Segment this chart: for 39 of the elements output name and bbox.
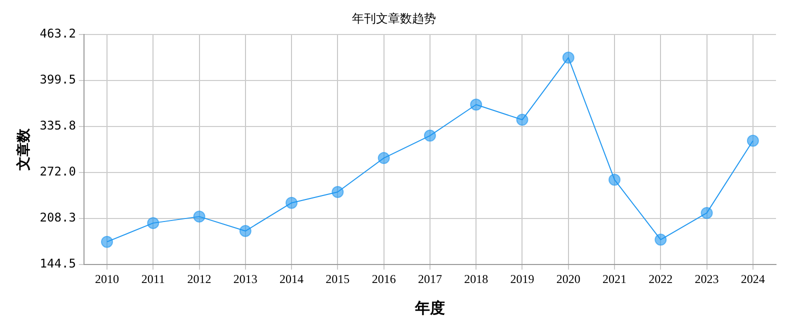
x-tick-label: 2017 — [418, 272, 442, 286]
point — [608, 174, 621, 186]
point — [193, 210, 206, 223]
chart-title: 年刊文章数趋势 — [352, 11, 436, 26]
point — [147, 217, 160, 230]
y-tick-label: 272.0 — [40, 164, 76, 179]
x-tick-label: 2012 — [187, 272, 212, 286]
x-tick-label: 2016 — [372, 272, 396, 286]
point — [700, 206, 713, 219]
x-tick-label: 2022 — [648, 272, 673, 286]
point — [562, 52, 574, 64]
x-tick-label: 2019 — [510, 272, 534, 286]
x-tick-label: 2014 — [280, 272, 304, 286]
x-tick-label: 2021 — [602, 272, 627, 286]
point — [746, 134, 759, 147]
x-tick-label: 2024 — [740, 272, 765, 286]
point — [516, 114, 528, 126]
point — [100, 236, 113, 248]
point — [378, 152, 390, 164]
point — [424, 130, 436, 142]
y-tick-label: 208.3 — [40, 210, 76, 225]
x-tick-label: 2023 — [694, 272, 719, 286]
point — [470, 98, 482, 111]
y-tick-label: 463.2 — [40, 26, 76, 41]
x-tick-label: 2010 — [94, 272, 119, 286]
x-tick-label: 2018 — [464, 272, 488, 286]
point — [654, 234, 667, 246]
x-tick-label: 2020 — [556, 272, 580, 286]
point — [286, 196, 298, 209]
x-tick-label: 2015 — [326, 272, 350, 286]
x-tick-label: 2013 — [233, 272, 258, 286]
y-tick-label: 399.5 — [40, 72, 76, 87]
point — [239, 225, 252, 238]
y-tick-label: 144.5 — [40, 256, 76, 271]
x-axis-title: 年度 — [414, 298, 445, 317]
y-tick-label: 335.8 — [40, 118, 76, 133]
x-tick-label: 2011 — [141, 272, 165, 286]
point — [332, 186, 344, 198]
y-axis-title: 文章数 — [15, 128, 32, 172]
